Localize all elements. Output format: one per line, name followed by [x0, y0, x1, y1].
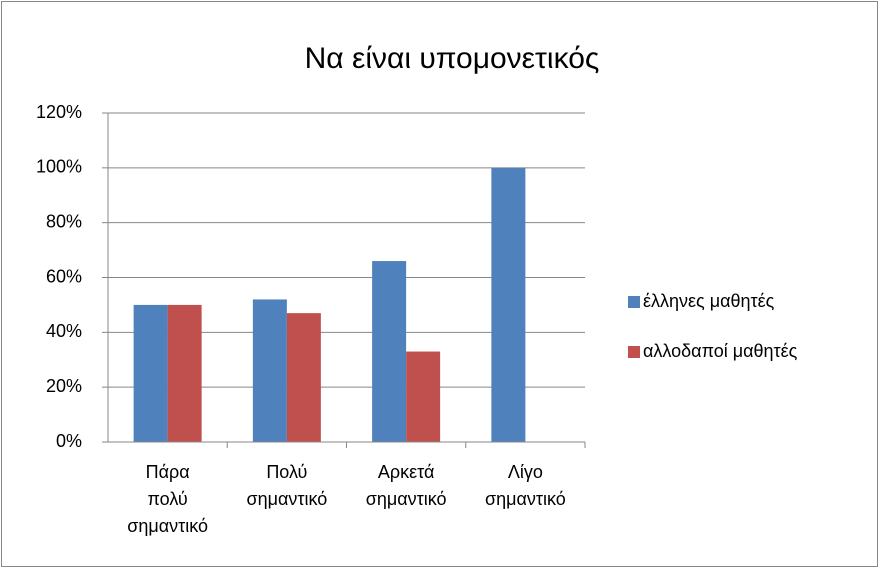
legend-swatch	[628, 296, 640, 308]
bar	[372, 261, 407, 442]
x-tick-label: Αρκετά σημαντικό	[337, 459, 476, 513]
y-tick-label: 80%	[46, 211, 82, 231]
bar	[491, 167, 526, 443]
x-tick-label-text: Αρκετά σημαντικό	[365, 462, 447, 509]
legend-swatch	[628, 346, 640, 358]
bar	[167, 304, 202, 442]
y-tick-label: 20%	[46, 376, 82, 396]
x-tick-label-text: Πάρα πολύ σημαντικό	[127, 462, 209, 536]
bar	[286, 313, 321, 442]
legend-label: αλλοδαποί μαθητές	[643, 341, 798, 361]
x-tick-label-text: Πολύ σημαντικό	[246, 462, 328, 509]
x-tick-label: Πάρα πολύ σημαντικό	[98, 459, 237, 540]
y-tick-label: 100%	[36, 157, 82, 177]
x-tick-label: Λίγο σημαντικό	[456, 459, 595, 513]
bar	[133, 304, 168, 442]
y-tick-label: 120%	[36, 102, 82, 122]
y-tick-label: 0%	[56, 431, 82, 451]
y-tick-label: 60%	[46, 266, 82, 286]
bar	[252, 299, 287, 442]
x-tick-label: Πολύ σημαντικό	[217, 459, 356, 513]
y-tick-label: 40%	[46, 321, 82, 341]
legend-label: έλληνες μαθητές	[643, 291, 775, 311]
x-tick-label-text: Λίγο σημαντικό	[484, 462, 566, 509]
chart-title: Να είναι υπομονετικός	[305, 42, 600, 75]
bar	[406, 351, 441, 442]
